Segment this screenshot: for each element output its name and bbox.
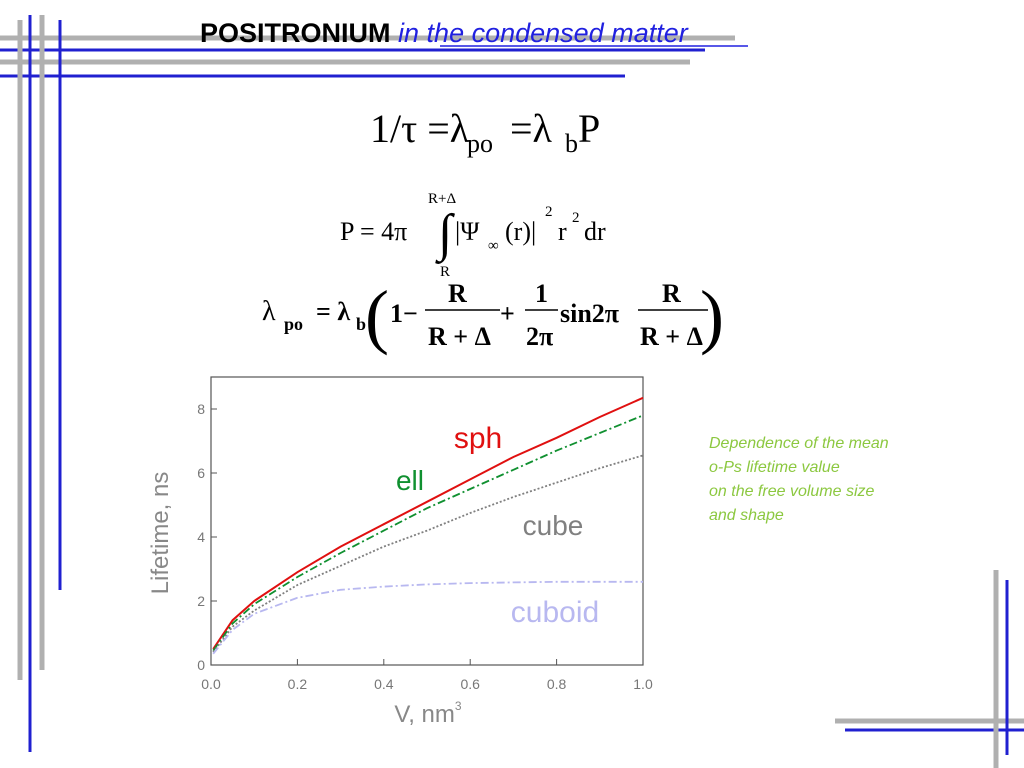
- formula-part: 1: [535, 279, 548, 308]
- caption: Dependence of the mean o-Ps lifetime valu…: [709, 435, 889, 524]
- title-bold: POSITRONIUM: [200, 18, 391, 48]
- formula-part: dr: [584, 217, 606, 246]
- x-axis-label-sup: 3: [455, 699, 462, 713]
- series-label: cuboid: [511, 596, 599, 629]
- formula-part: R + Δ: [428, 322, 491, 351]
- formula-part: 2: [572, 210, 580, 226]
- series-line: [212, 580, 643, 655]
- formula-part: r: [558, 217, 567, 246]
- formula-part: b: [356, 314, 366, 334]
- plot-frame: [210, 376, 644, 666]
- y-tick-label: 4: [197, 529, 205, 545]
- decoration: [0, 15, 1024, 768]
- y-tick-label: 6: [197, 465, 205, 481]
- x-tick-label: 0.0: [201, 676, 221, 692]
- formula-part: ∫: [435, 205, 455, 264]
- caption-line: and shape: [709, 507, 784, 524]
- series-line: [212, 396, 644, 650]
- formula-part: R: [448, 279, 467, 308]
- x-tick-label: 0.6: [460, 676, 480, 692]
- formula-part: po: [284, 314, 303, 334]
- series-line: [212, 414, 644, 652]
- x-axis-label-main: V, nm: [394, 701, 454, 728]
- formula-part: R + Δ: [640, 322, 703, 351]
- formula-part: P: [578, 106, 600, 151]
- x-axis-label: V, nm3: [394, 699, 461, 728]
- caption-line: o-Ps lifetime value: [709, 459, 840, 476]
- formula-part: R: [440, 264, 450, 280]
- formula-part: 2: [545, 204, 553, 220]
- formula-part: ): [700, 276, 724, 356]
- formula-part: |Ψ: [455, 217, 480, 246]
- formula-part: =λ: [510, 106, 553, 151]
- formula-part: = λ: [316, 297, 350, 326]
- series-label: ell: [396, 465, 424, 496]
- title-italic: in the condensed matter: [398, 18, 689, 48]
- formula-part: po: [467, 129, 493, 158]
- formula-part: 2π: [526, 322, 553, 351]
- formula-part: 1−: [390, 299, 418, 328]
- formula-part: (r)|: [505, 217, 536, 246]
- x-tick-label: 0.2: [288, 676, 308, 692]
- formula-part: sin2π: [560, 299, 619, 328]
- y-tick-label: 0: [197, 657, 205, 673]
- formulas: 1/τ =λpo =λ b PP = 4π ∫R+ΔR|Ψ ∞ (r)|2r 2 drλ po = …: [262, 106, 724, 356]
- y-axis-label: Lifetime, ns: [147, 472, 174, 595]
- formula-part: R: [662, 279, 681, 308]
- formula-part: b: [565, 129, 578, 158]
- formula-part: R+Δ: [428, 191, 456, 207]
- formula-part: 1/τ =λ: [370, 106, 470, 151]
- x-tick-label: 0.4: [374, 676, 394, 692]
- formula-part: λ: [262, 296, 276, 327]
- formula-part: P = 4π: [340, 217, 407, 246]
- x-tick-label: 1.0: [633, 676, 653, 692]
- formula-part: +: [500, 299, 515, 328]
- series-label: cube: [523, 510, 584, 541]
- formula-part: (: [365, 276, 389, 356]
- series-label: sph: [454, 422, 502, 455]
- chart: 0 2 4 6 8 0.0 0.2 0.4 0.6 0.8 1.0 Lifetime, ns V, nm…: [147, 376, 653, 728]
- caption-line: on the free volume size: [709, 483, 875, 500]
- x-tick-label: 0.8: [547, 676, 567, 692]
- y-tick-label: 8: [197, 401, 205, 417]
- slide-title: POSITRONIUM in the condensed matter: [200, 18, 689, 48]
- caption-line: Dependence of the mean: [709, 435, 889, 452]
- y-tick-label: 2: [197, 593, 205, 609]
- formula-part: ∞: [488, 238, 499, 254]
